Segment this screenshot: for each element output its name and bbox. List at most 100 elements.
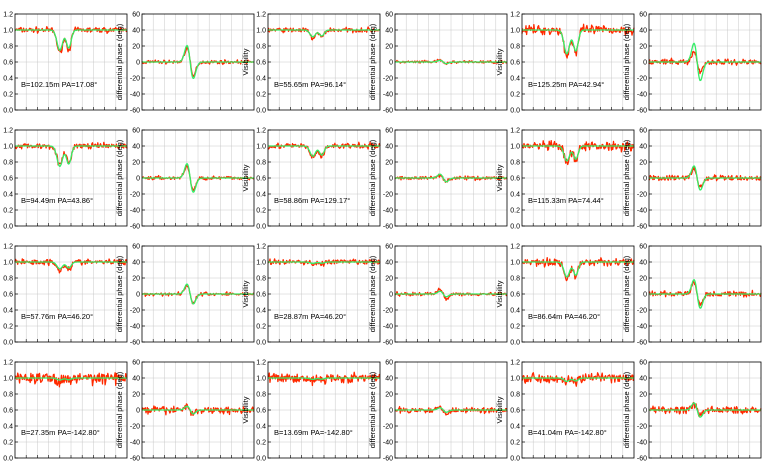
visibility-panel-6: 0.0 0.2 0.4 0.6 0.8 1.0 1.2 B=94.49m PA=43.86° (3, 128, 128, 231)
visibility-panel-18: 0.0 0.2 0.4 0.6 0.8 1.0 1.2 B=27.35m PA=-142.80… (3, 360, 128, 463)
y-tick-label: 20 (385, 276, 393, 283)
y-tick-label: 20 (132, 44, 140, 51)
baseline-annotation: B=86.64m PA=46.20° (528, 312, 600, 321)
y-tick-label: 0.2 (3, 324, 13, 331)
model-series-line (15, 29, 127, 51)
y-tick-label: 40 (639, 28, 647, 35)
baseline-annotation: B=125.25m PA=42.94° (528, 80, 604, 89)
baseline-annotation: B=115.33m PA=74.44° (528, 196, 604, 205)
y-tick-label: 1.2 (256, 128, 266, 135)
panel-frame (394, 13, 508, 111)
y-tick-label: 1.2 (510, 360, 520, 367)
y-tick-label: -20 (130, 308, 140, 315)
y-tick-label: 0 (136, 60, 140, 67)
y-tick-label: -40 (130, 92, 140, 99)
y-tick-label: 0.8 (3, 160, 13, 167)
y-tick-label: 1.0 (3, 260, 13, 267)
y-tick-label: 1.0 (3, 28, 13, 35)
model-series-line (649, 279, 761, 309)
y-tick-label: 0.4 (256, 192, 266, 199)
y-tick-label: 1.2 (3, 12, 13, 19)
y-tick-label: 0.2 (510, 92, 520, 99)
visibility-panel-22: 0.0 0.2 0.4 0.6 0.8 1.0 1.2 Visibility B=41.04m … (495, 360, 635, 463)
y-tick-label: 40 (639, 144, 647, 151)
y-tick-label: 1.0 (256, 144, 266, 151)
y-tick-label: 0.8 (3, 392, 13, 399)
y-tick-label: 0.0 (510, 108, 520, 115)
phase-panel-13: -60 -40 -20 0 20 40 60 differential phase (deg) (115, 244, 255, 347)
y-tick-label: 1.2 (3, 128, 13, 135)
panel-frame (648, 129, 762, 227)
y-tick-label: 0.4 (510, 308, 520, 315)
y-tick-label: 20 (639, 276, 647, 283)
model-series-line (395, 290, 507, 298)
y-tick-label: 60 (385, 128, 393, 135)
y-tick-label: 0.2 (3, 208, 13, 215)
y-tick-label: 20 (132, 276, 140, 283)
y-tick-label: -40 (130, 324, 140, 331)
y-tick-label: 40 (132, 376, 140, 383)
panel-frame (141, 129, 255, 227)
model-series-line (522, 377, 634, 383)
y-tick-label: -20 (383, 424, 393, 431)
y-tick-label: 0.6 (256, 292, 266, 299)
y-tick-label: 0.8 (256, 160, 266, 167)
y-tick-label: 0.2 (3, 440, 13, 447)
y-tick-label: 0.4 (3, 424, 13, 431)
panel-frame (141, 361, 255, 459)
phase-axis-label: differential phase (deg) (622, 255, 631, 332)
y-tick-label: 40 (639, 260, 647, 267)
y-tick-label: 0.8 (510, 160, 520, 167)
y-tick-label: 0.2 (510, 324, 520, 331)
phase-panel-19: -60 -40 -20 0 20 40 60 differential phase (deg) (115, 360, 255, 463)
model-series-line (142, 283, 254, 305)
model-series-line (268, 261, 380, 265)
observed-series-line (521, 257, 635, 282)
y-tick-label: -60 (383, 224, 393, 231)
model-series-line (268, 377, 380, 381)
phase-axis-label: differential phase (deg) (115, 371, 124, 448)
baseline-annotation: B=58.86m PA=129.17° (274, 196, 350, 205)
y-tick-label: 1.0 (510, 260, 520, 267)
y-tick-label: 0 (389, 176, 393, 183)
observed-series-line (521, 372, 634, 387)
y-tick-label: 0.2 (510, 440, 520, 447)
y-tick-label: 1.0 (3, 376, 13, 383)
y-tick-label: 40 (385, 260, 393, 267)
panel-frame (648, 13, 762, 111)
y-tick-label: 0 (643, 408, 647, 415)
y-tick-label: 0.6 (3, 292, 13, 299)
y-tick-label: 0.4 (3, 76, 13, 83)
model-series-line (268, 145, 380, 157)
y-tick-label: 0 (389, 60, 393, 67)
phase-axis-label: differential phase (deg) (368, 255, 377, 332)
y-tick-label: 60 (385, 12, 393, 19)
y-tick-label: 0.2 (256, 92, 266, 99)
y-tick-label: 20 (132, 392, 140, 399)
y-tick-label: 1.2 (256, 244, 266, 251)
y-tick-label: -40 (130, 208, 140, 215)
visibility-panel-0: 0.0 0.2 0.4 0.6 0.8 1.0 1.2 B=102.15m PA=17.08° (3, 12, 128, 115)
visibility-panel-14: 0.0 0.2 0.4 0.6 0.8 1.0 1.2 Visibility B=28.87m … (241, 244, 381, 347)
y-tick-label: 0.6 (256, 408, 266, 415)
y-tick-label: 60 (639, 360, 647, 367)
y-tick-label: 0.0 (510, 224, 520, 231)
model-series-line (268, 29, 380, 38)
y-tick-label: -20 (130, 76, 140, 83)
y-tick-label: -20 (383, 76, 393, 83)
y-tick-label: 1.2 (256, 360, 266, 367)
y-tick-label: -60 (383, 340, 393, 347)
panel-frame (648, 361, 762, 459)
y-tick-label: -60 (130, 108, 140, 115)
y-tick-label: 0.6 (3, 408, 13, 415)
y-tick-label: 0.6 (3, 60, 13, 67)
y-tick-label: 20 (639, 392, 647, 399)
model-series-line (15, 377, 127, 381)
y-tick-label: 1.0 (510, 376, 520, 383)
baseline-annotation: B=94.49m PA=43.86° (21, 196, 93, 205)
y-tick-label: -20 (637, 76, 647, 83)
y-tick-label: 60 (132, 244, 140, 251)
baseline-annotation: B=55.65m PA=96.14° (274, 80, 346, 89)
visibility-panel-2: 0.0 0.2 0.4 0.6 0.8 1.0 1.2 Visibility B=55.65m … (241, 12, 381, 115)
